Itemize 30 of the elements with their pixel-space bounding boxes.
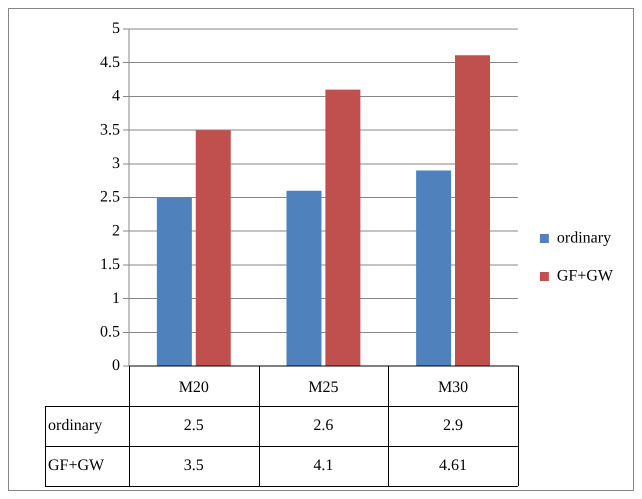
- text: ordinary: [48, 417, 102, 434]
- x-tick-label: M25: [308, 378, 339, 396]
- data-label: 2.5: [184, 417, 204, 434]
- y-tick-label: 5: [112, 20, 120, 38]
- y-tick-label: 2.5: [100, 188, 120, 206]
- data-label: 2.6: [313, 417, 334, 434]
- data-label: 4.61: [439, 457, 468, 474]
- x-tick-label: M20: [178, 378, 209, 396]
- y-tick-label: 1: [112, 290, 120, 307]
- bar: [455, 55, 490, 366]
- y-tick-label: 0: [112, 357, 120, 374]
- x-tick-label: M30: [438, 378, 468, 396]
- y-tick-label: 4: [112, 88, 120, 105]
- data-label: 4.1: [313, 457, 334, 474]
- y-tick-label: 3.5: [100, 121, 120, 138]
- data-label: 2.9: [443, 417, 464, 434]
- y-tick-label: 4.5: [100, 54, 120, 71]
- data-label: 3.5: [184, 457, 204, 474]
- bar: [156, 198, 192, 366]
- y-tick-label: 0.5: [100, 324, 120, 341]
- bar: [325, 90, 360, 366]
- bar: [416, 170, 452, 366]
- y-tick-label: 3: [112, 155, 120, 172]
- y-tick-label: 1.5: [100, 256, 120, 274]
- text: GF+GW: [48, 457, 104, 474]
- y-tick-label: 2: [112, 222, 120, 240]
- bar: [286, 190, 322, 366]
- legend-label: GF+GW: [556, 268, 614, 285]
- bar: [196, 130, 231, 366]
- legend-label: ordinary: [556, 230, 612, 247]
